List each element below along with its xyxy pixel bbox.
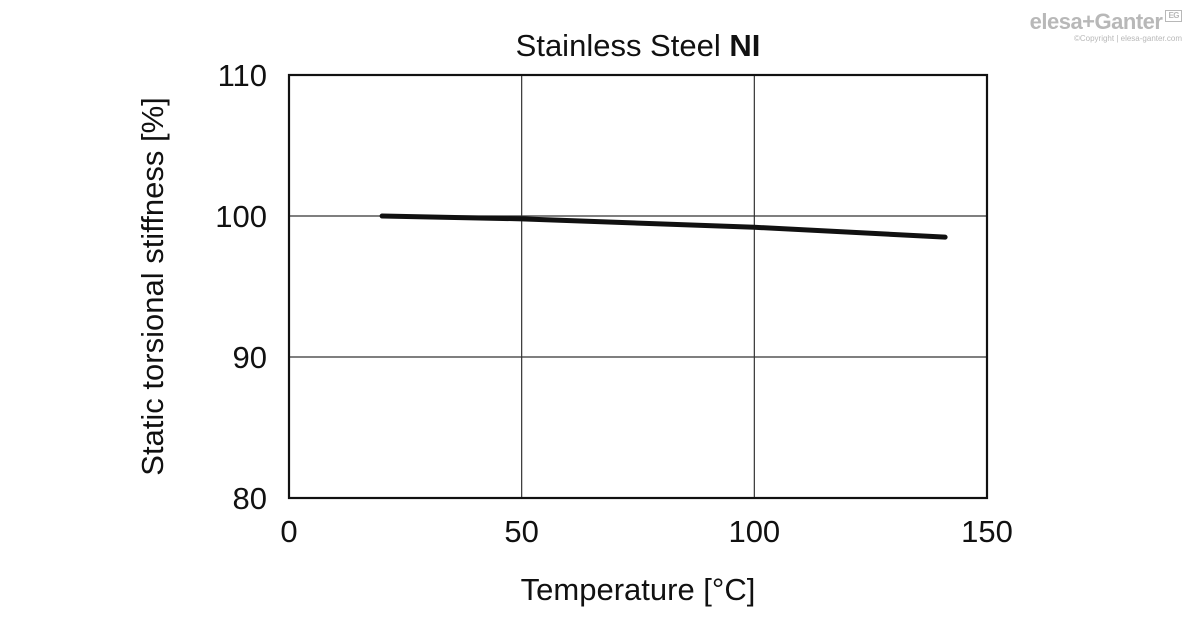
y-tick-label: 110 <box>218 58 267 93</box>
y-tick-label: 80 <box>233 481 267 516</box>
watermark-brand-text: elesa+Ganter <box>1029 9 1163 34</box>
plot-frame <box>287 73 989 500</box>
series-line <box>379 213 948 240</box>
chart-title-regular: Stainless Steel <box>516 28 730 63</box>
watermark-logo: elesa+Ganter EG <box>1030 10 1182 34</box>
chart-title-bold: NI <box>729 28 760 63</box>
x-tick-label: 100 <box>728 514 780 549</box>
grid <box>289 75 987 498</box>
watermark-badge: EG <box>1165 10 1182 22</box>
series-layer <box>379 213 948 240</box>
watermark-copyright: ©Copyright | elesa-ganter.com <box>1073 34 1182 43</box>
tick-labels: 0 50 100 150 80 90 100 110 <box>215 58 1013 549</box>
x-tick-label: 0 <box>280 514 297 549</box>
y-axis-label: Static torsional stiffness [%] <box>135 97 170 475</box>
y-tick-label: 90 <box>233 340 267 375</box>
watermark: elesa+Ganter EG ©Copyright | elesa-ganter… <box>1030 10 1182 44</box>
x-tick-label: 150 <box>961 514 1013 549</box>
y-tick-label: 100 <box>215 199 267 234</box>
chart-title: Stainless Steel NI <box>516 28 761 63</box>
x-axis-label: Temperature [°C] <box>521 572 756 607</box>
x-tick-label: 50 <box>504 514 538 549</box>
